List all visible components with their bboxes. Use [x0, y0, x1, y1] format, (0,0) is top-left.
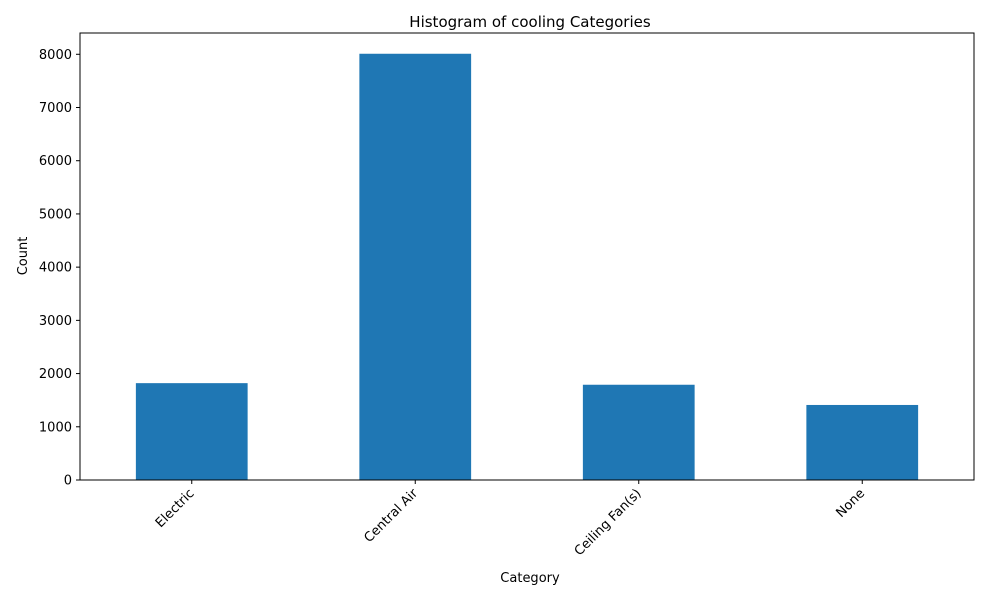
x-tick-label: Electric — [153, 486, 198, 531]
x-tick-label: Central Air — [361, 486, 421, 546]
plot-frame — [79, 32, 975, 481]
y-tick-label: 2000 — [39, 367, 72, 382]
y-tick-label: 5000 — [39, 207, 72, 222]
x-tick-label: Ceiling Fan(s) — [572, 486, 645, 559]
bar-ceiling-fan-s — [582, 384, 695, 480]
chart-title: Histogram of cooling Categories — [409, 13, 651, 31]
x-tick-label: None — [833, 486, 868, 521]
y-tick-label: 7000 — [39, 101, 72, 116]
x-axis-ticks: Electric Central Air Ceiling Fan(s) None — [153, 480, 868, 559]
y-tick-label: 8000 — [39, 48, 72, 63]
y-tick-label: 3000 — [39, 314, 72, 329]
bar-none — [806, 404, 919, 480]
bar-central-air — [359, 53, 472, 480]
bars-layer — [135, 53, 919, 480]
x-axis-label: Category — [500, 571, 560, 586]
y-axis-label: Count — [16, 237, 31, 276]
y-axis-ticks: 0 1000 2000 3000 4000 5000 6000 7000 8000 — [39, 48, 80, 489]
y-tick-label: 6000 — [39, 154, 72, 169]
bar-electric — [135, 383, 248, 480]
y-tick-label: 0 — [64, 474, 72, 489]
y-tick-label: 1000 — [39, 420, 72, 435]
y-tick-label: 4000 — [39, 261, 72, 276]
